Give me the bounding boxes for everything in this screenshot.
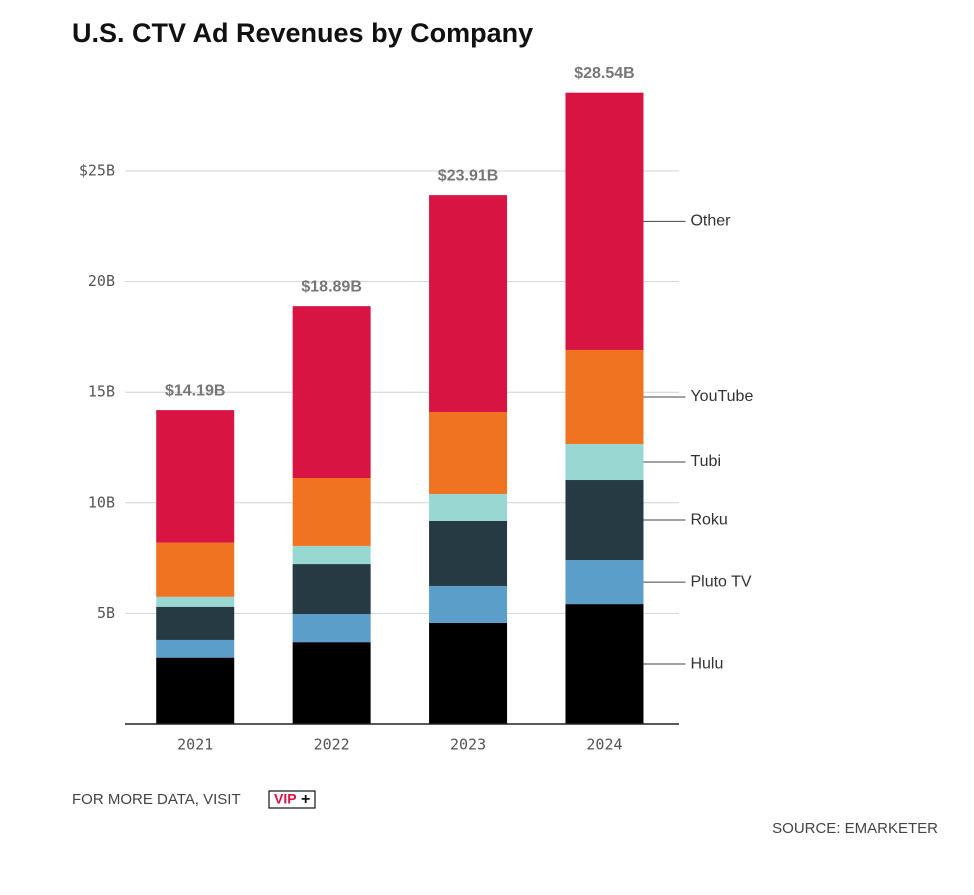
x-tick-label: 2024 bbox=[586, 736, 622, 754]
x-tick-label: 2021 bbox=[177, 736, 213, 754]
bar-segment bbox=[156, 410, 235, 543]
total-label: $18.89B bbox=[301, 278, 362, 295]
bar-segment bbox=[565, 480, 644, 561]
bar-segment bbox=[292, 545, 371, 565]
legend-label: Hulu bbox=[690, 655, 723, 672]
bar-segment bbox=[429, 412, 508, 494]
y-tick-label: 20B bbox=[88, 272, 115, 290]
legend-label: Other bbox=[690, 213, 731, 230]
legend-label: Pluto TV bbox=[690, 573, 751, 590]
legend-label: Tubi bbox=[690, 453, 721, 470]
bar-segment bbox=[292, 614, 371, 643]
bar-segment bbox=[429, 493, 508, 521]
total-label: $14.19B bbox=[165, 382, 226, 399]
x-tick-label: 2022 bbox=[314, 736, 350, 754]
x-tick-label: 2023 bbox=[450, 736, 486, 754]
bar-segment bbox=[565, 349, 644, 444]
bar-segment bbox=[429, 520, 508, 586]
vip-badge[interactable] bbox=[268, 790, 316, 809]
bar-segment bbox=[156, 639, 235, 658]
source: SOURCE: EMARKETER bbox=[772, 820, 938, 837]
bar-segment bbox=[156, 596, 235, 607]
bar-segment bbox=[292, 564, 371, 615]
y-tick-label: 10B bbox=[88, 493, 115, 511]
y-tick-label: 5B bbox=[97, 604, 115, 622]
footer-text: FOR MORE DATA, VISIT bbox=[72, 791, 241, 808]
total-label: $28.54B bbox=[574, 65, 635, 82]
bar-segment bbox=[429, 585, 508, 623]
y-tick-label: $25B bbox=[79, 162, 115, 180]
bar-segment bbox=[156, 542, 235, 597]
bar-segment bbox=[565, 443, 644, 481]
chart-title: U.S. CTV Ad Revenues by Company bbox=[72, 18, 533, 48]
bar-segment bbox=[565, 560, 644, 605]
bar-segment bbox=[429, 622, 508, 724]
total-label: $23.91B bbox=[438, 167, 499, 184]
y-tick-label: 15B bbox=[88, 383, 115, 401]
badge-main[interactable]: VIP bbox=[274, 791, 297, 807]
bar-segment bbox=[429, 195, 508, 413]
bar-segment bbox=[565, 604, 644, 724]
bar-segment bbox=[292, 306, 371, 479]
bar-segment bbox=[565, 92, 644, 350]
bar-segment bbox=[292, 478, 371, 546]
badge-plus[interactable]: + bbox=[301, 791, 310, 808]
legend-label: Roku bbox=[690, 511, 727, 528]
bar-segment bbox=[156, 657, 235, 724]
bar-segment bbox=[156, 606, 235, 640]
bar-segment bbox=[292, 642, 371, 724]
legend-label: YouTube bbox=[690, 388, 753, 405]
